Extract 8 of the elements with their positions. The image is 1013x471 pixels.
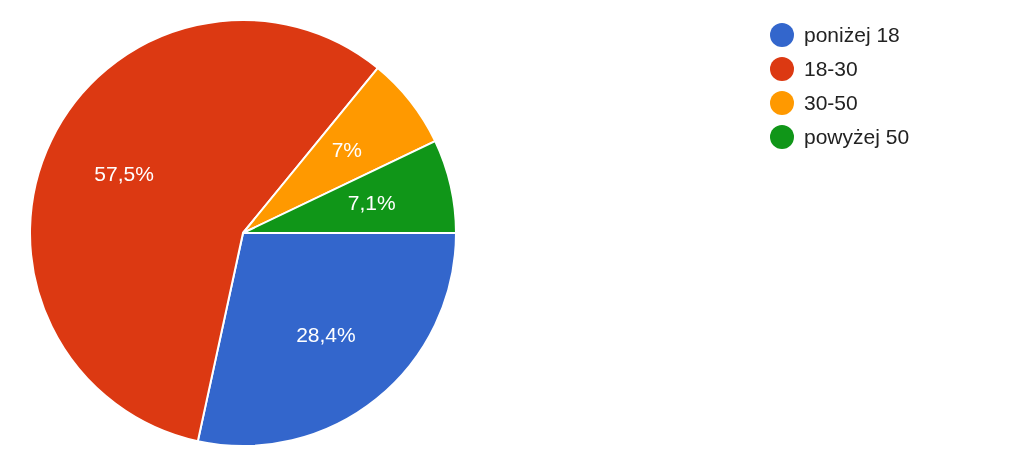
data-label: 28,4% bbox=[296, 322, 356, 346]
legend-label: 18-30 bbox=[804, 57, 858, 81]
data-label: 7% bbox=[331, 138, 363, 162]
legend-label: powyżej 50 bbox=[804, 125, 910, 149]
legend-label: poniżej 18 bbox=[804, 23, 900, 47]
data-label: 57,5% bbox=[94, 162, 154, 186]
legend-label: 30-50 bbox=[804, 91, 858, 115]
data-label: 7,1% bbox=[347, 190, 396, 214]
